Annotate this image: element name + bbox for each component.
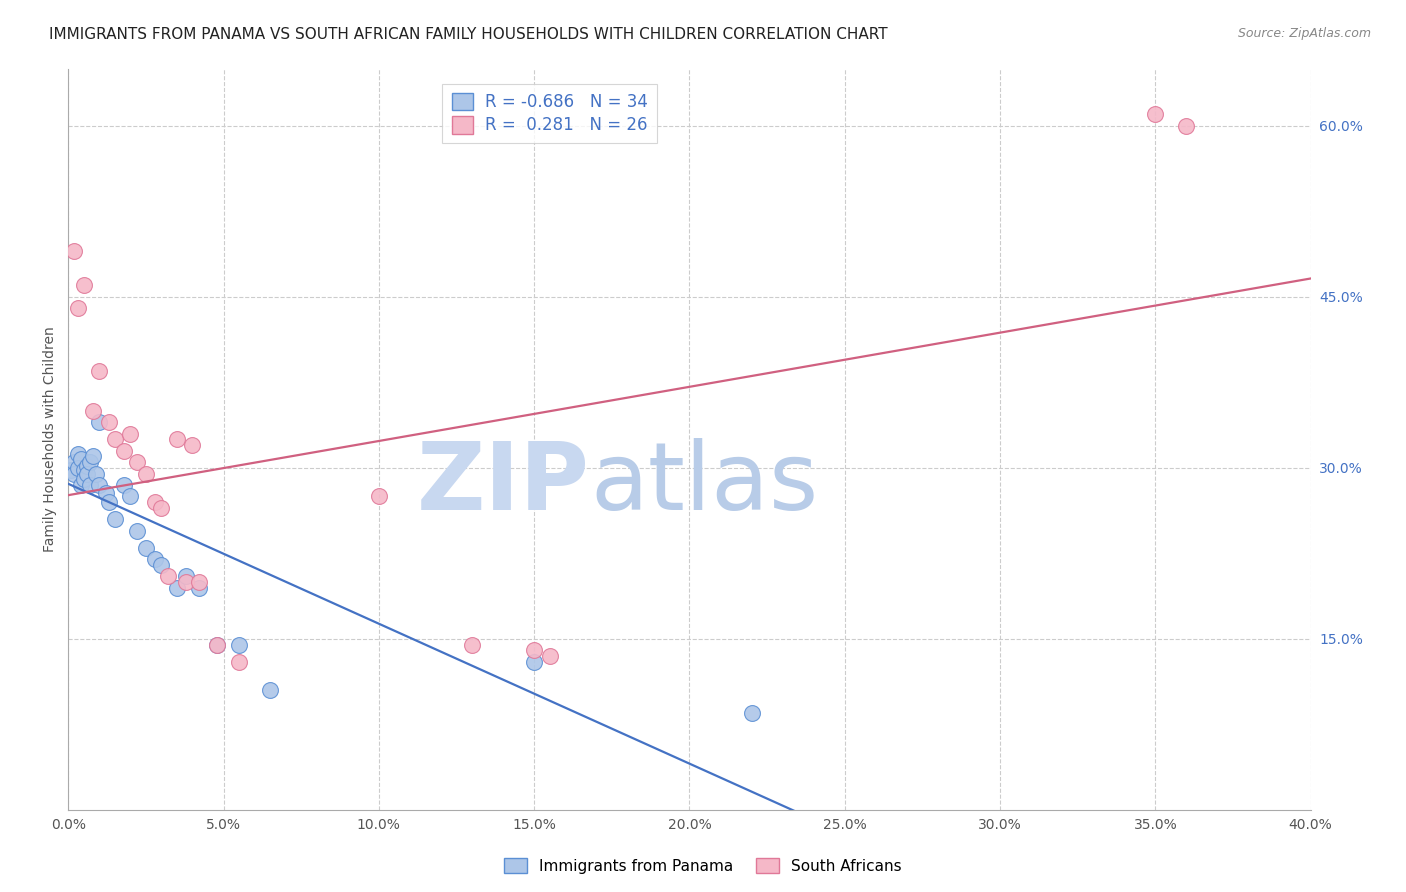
Point (84, 467, 107, 481)
Point (60, 463, 83, 477)
Point (367, 489, 389, 503)
Point (73, 278, 96, 293)
Point (143, 495, 166, 509)
Point (174, 574, 197, 589)
Text: atlas: atlas (591, 438, 818, 530)
Point (135, 467, 157, 481)
Point (166, 581, 188, 595)
Point (97, 415, 120, 429)
Point (538, 648, 561, 663)
Point (143, 552, 166, 566)
Point (79, 478, 101, 492)
Point (89, 478, 111, 492)
Point (156, 569, 179, 583)
Point (89, 364, 111, 378)
Point (69, 451, 91, 466)
Point (63, 455, 86, 469)
Point (207, 638, 229, 652)
Point (150, 558, 173, 572)
Point (63, 244, 86, 258)
Point (259, 683, 281, 698)
Text: IMMIGRANTS FROM PANAMA VS SOUTH AFRICAN FAMILY HOUSEHOLDS WITH CHILDREN CORRELAT: IMMIGRANTS FROM PANAMA VS SOUTH AFRICAN … (49, 27, 887, 42)
Legend: Immigrants from Panama, South Africans: Immigrants from Panama, South Africans (498, 852, 908, 880)
Point (1175, 119, 1198, 133)
Point (461, 638, 484, 652)
Point (523, 643, 546, 657)
Y-axis label: Family Households with Children: Family Households with Children (44, 326, 58, 552)
Point (104, 512, 127, 526)
Point (207, 638, 229, 652)
Point (112, 443, 135, 458)
Point (73, 463, 96, 477)
Point (76, 458, 98, 473)
Text: Source: ZipAtlas.com: Source: ZipAtlas.com (1237, 27, 1371, 40)
Point (112, 478, 135, 492)
Point (89, 415, 111, 429)
Point (66, 460, 89, 475)
Point (73, 472, 96, 486)
Text: ZIP: ZIP (418, 438, 591, 530)
Point (523, 655, 546, 669)
Point (82, 450, 104, 464)
Legend: R = -0.686   N = 34, R =  0.281   N = 26: R = -0.686 N = 34, R = 0.281 N = 26 (443, 84, 657, 144)
Point (166, 432, 188, 446)
Point (125, 455, 148, 469)
Point (174, 569, 197, 583)
Point (125, 524, 148, 538)
Point (69, 478, 91, 492)
Point (66, 447, 89, 461)
Point (228, 655, 250, 669)
Point (104, 432, 127, 446)
Point (66, 301, 89, 315)
Point (82, 404, 104, 418)
Point (97, 495, 120, 509)
Point (63, 467, 86, 481)
Point (1144, 107, 1167, 121)
Point (150, 500, 173, 515)
Point (94, 486, 117, 500)
Point (228, 638, 250, 652)
Point (187, 574, 209, 589)
Point (741, 706, 763, 720)
Point (79, 455, 101, 469)
Point (120, 489, 142, 503)
Point (120, 426, 142, 441)
Point (181, 438, 204, 452)
Point (187, 581, 209, 595)
Point (135, 541, 157, 555)
Point (76, 467, 98, 481)
